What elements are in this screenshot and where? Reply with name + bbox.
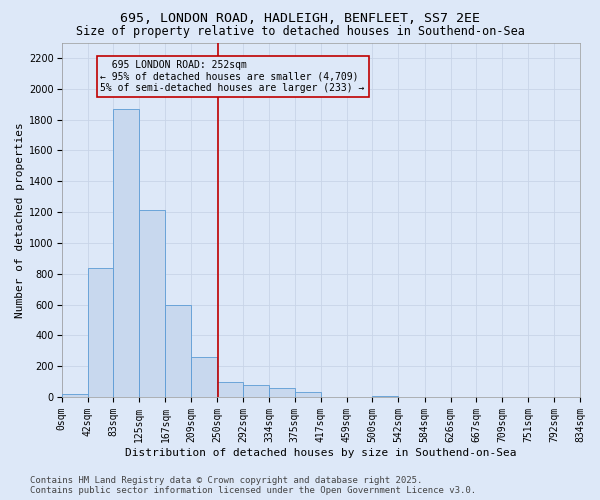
Bar [113, 109, 139, 397]
Bar [139, 210, 166, 397]
Bar [269, 388, 295, 397]
Bar [191, 357, 217, 397]
Bar [88, 268, 113, 397]
Bar [373, 396, 398, 397]
X-axis label: Distribution of detached houses by size in Southend-on-Sea: Distribution of detached houses by size … [125, 448, 517, 458]
Bar [295, 392, 321, 397]
Bar [166, 304, 191, 397]
Text: Contains HM Land Registry data © Crown copyright and database right 2025.
Contai: Contains HM Land Registry data © Crown c… [30, 476, 476, 495]
Bar [217, 382, 243, 397]
Bar [62, 394, 88, 397]
Y-axis label: Number of detached properties: Number of detached properties [15, 122, 25, 318]
Text: Size of property relative to detached houses in Southend-on-Sea: Size of property relative to detached ho… [76, 25, 524, 38]
Text: 695 LONDON ROAD: 252sqm
← 95% of detached houses are smaller (4,709)
5% of semi-: 695 LONDON ROAD: 252sqm ← 95% of detache… [100, 60, 365, 94]
Text: 695, LONDON ROAD, HADLEIGH, BENFLEET, SS7 2EE: 695, LONDON ROAD, HADLEIGH, BENFLEET, SS… [120, 12, 480, 26]
Bar [243, 386, 269, 397]
